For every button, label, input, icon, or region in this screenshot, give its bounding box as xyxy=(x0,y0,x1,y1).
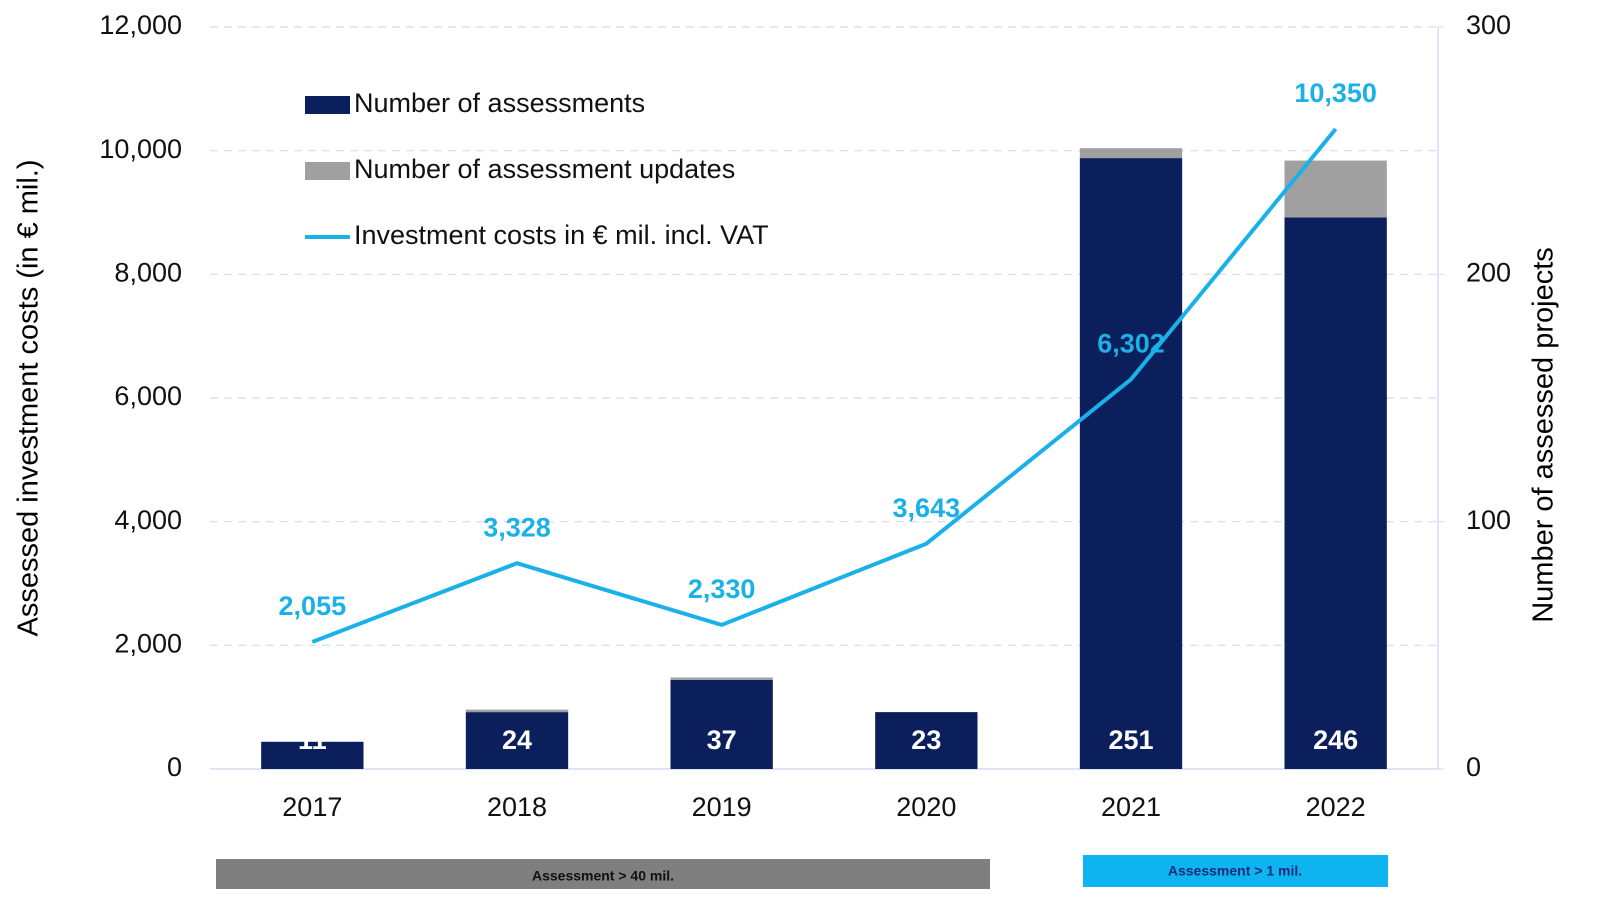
bar-total-label: 251 xyxy=(1108,725,1153,755)
bar xyxy=(261,741,364,769)
y-tick-label: 12,000 xyxy=(99,10,182,40)
line-value-label: 2,330 xyxy=(688,574,756,604)
annotation: Assessment > 40 mil. xyxy=(532,868,674,884)
y-tick-label: 0 xyxy=(167,752,182,782)
y-tick-label: 10,000 xyxy=(99,134,182,164)
y-tick-label: 2,000 xyxy=(114,628,182,658)
y-tick-label: 6,000 xyxy=(114,381,182,411)
x-tick-label: 2019 xyxy=(692,792,752,822)
legend-label: Investment costs in € mil. incl. VAT xyxy=(354,220,769,250)
y-axis-label: Assessed investment costs (in € mil.) xyxy=(13,159,45,636)
x-tick-label: 2020 xyxy=(896,792,956,822)
legend-swatch xyxy=(305,162,350,180)
bar xyxy=(875,712,978,769)
bar xyxy=(465,709,569,713)
line-value-label: 3,643 xyxy=(893,493,961,523)
annotation-band xyxy=(1083,855,1388,887)
bar-total-label: 246 xyxy=(1313,725,1358,755)
bar xyxy=(1079,158,1183,769)
bar-total-label: 37 xyxy=(707,725,737,755)
bar-total-label: 11 xyxy=(298,725,327,755)
legend-label: Number of assessment updates xyxy=(354,154,735,184)
y2-tick-label: 100 xyxy=(1466,505,1511,535)
y2-tick-label: 0 xyxy=(1466,752,1481,782)
bar-total-label: 23 xyxy=(911,725,941,755)
y2-axis-label: Number of assessed projects xyxy=(1528,247,1560,623)
x-tick-label: 2021 xyxy=(1101,792,1161,822)
legend-swatch xyxy=(305,96,350,114)
y2-tick-label: 200 xyxy=(1466,257,1511,287)
x-tick-label: 2018 xyxy=(487,792,547,822)
annotation: Assessment > 1 mil. xyxy=(1168,863,1302,879)
y-tick-label: 8,000 xyxy=(114,257,182,287)
line-value-label: 10,350 xyxy=(1294,78,1377,108)
line-value-label: 3,328 xyxy=(483,512,551,542)
bar xyxy=(1079,148,1183,159)
line xyxy=(311,127,1338,644)
bar-total-label: 24 xyxy=(502,725,532,755)
legend-label: Number of assessments xyxy=(354,88,645,118)
bar xyxy=(670,679,773,769)
bar xyxy=(465,712,569,769)
y2-tick-label: 300 xyxy=(1466,10,1511,40)
annotation-band xyxy=(216,859,990,889)
bar xyxy=(670,677,773,680)
bar xyxy=(1284,160,1387,218)
x-tick-label: 2022 xyxy=(1306,792,1366,822)
x-tick-label: 2017 xyxy=(282,792,342,822)
line-value-label: 6,302 xyxy=(1097,328,1165,358)
bar xyxy=(1284,217,1387,770)
line-value-label: 2,055 xyxy=(279,591,347,621)
y-tick-label: 4,000 xyxy=(114,505,182,535)
